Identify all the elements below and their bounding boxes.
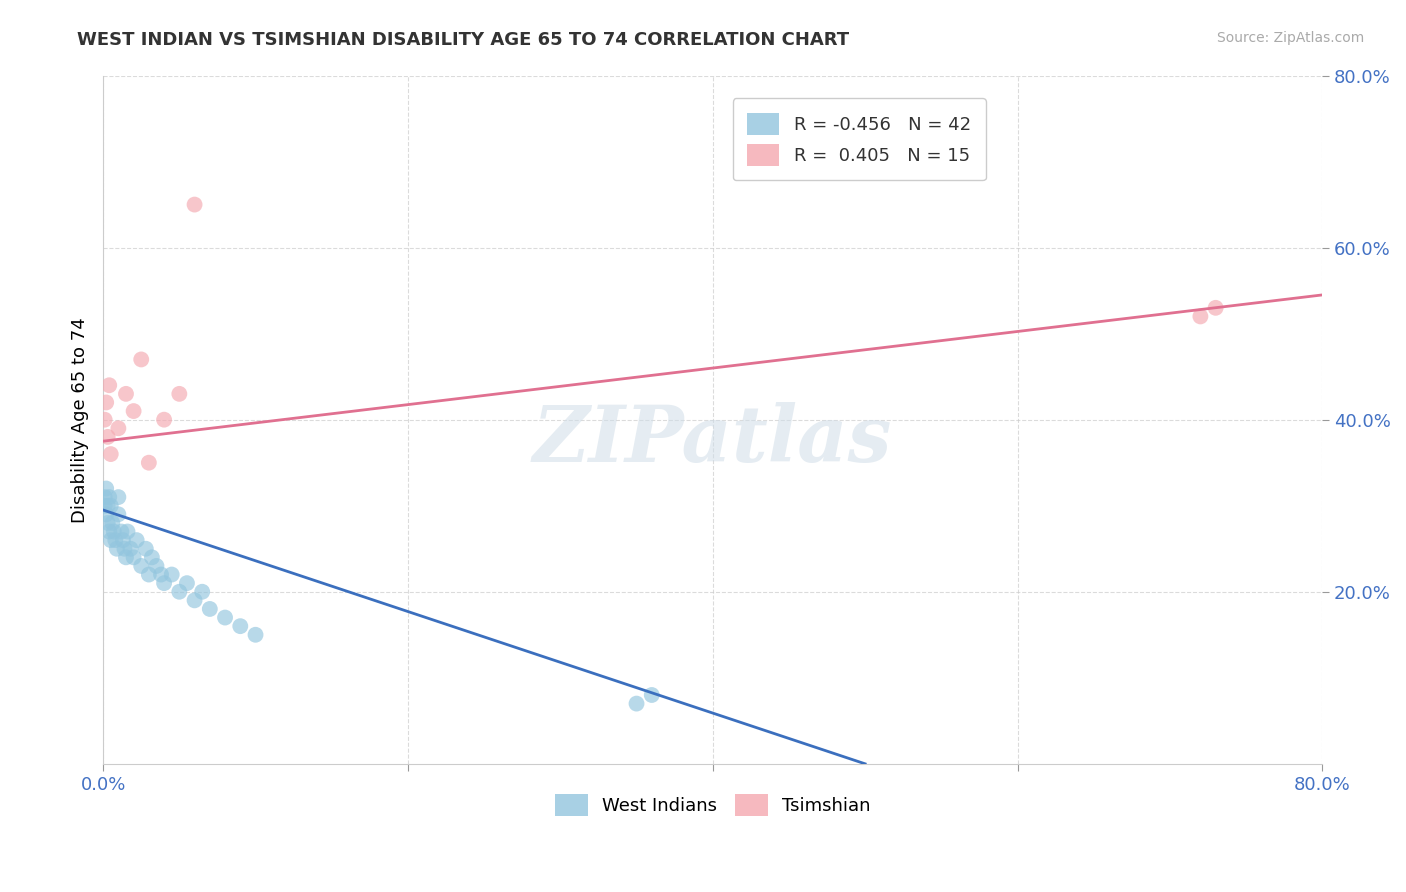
Point xyxy=(191,584,214,599)
Point xyxy=(153,576,176,591)
Point xyxy=(138,567,160,582)
Point xyxy=(93,499,115,513)
Y-axis label: Disability Age 65 to 74: Disability Age 65 to 74 xyxy=(72,317,89,523)
Point xyxy=(122,550,145,565)
Point xyxy=(105,541,128,556)
Point xyxy=(120,541,142,556)
Point xyxy=(97,516,120,530)
Legend: West Indians, Tsimshian: West Indians, Tsimshian xyxy=(548,787,877,823)
Point xyxy=(98,490,121,504)
Point xyxy=(641,688,664,702)
Point xyxy=(93,490,115,504)
Point xyxy=(176,576,198,591)
Point xyxy=(169,387,191,401)
Point xyxy=(100,533,122,548)
Point xyxy=(117,524,139,539)
Point xyxy=(129,352,152,367)
Point xyxy=(96,508,118,522)
Point xyxy=(93,412,115,426)
Point xyxy=(153,412,176,426)
Point xyxy=(98,524,121,539)
Point xyxy=(122,404,145,418)
Point xyxy=(169,584,191,599)
Point xyxy=(96,482,118,496)
Point xyxy=(183,593,205,607)
Point xyxy=(150,567,173,582)
Point xyxy=(229,619,252,633)
Point xyxy=(107,421,129,435)
Point xyxy=(138,456,160,470)
Point xyxy=(104,533,127,548)
Point xyxy=(214,610,236,624)
Point xyxy=(1189,310,1212,324)
Point xyxy=(141,550,163,565)
Point xyxy=(145,558,167,573)
Point xyxy=(183,197,205,211)
Point xyxy=(160,567,183,582)
Point xyxy=(245,628,267,642)
Point xyxy=(198,602,221,616)
Point xyxy=(110,524,132,539)
Point xyxy=(98,378,121,392)
Point xyxy=(97,499,120,513)
Point xyxy=(115,387,138,401)
Point xyxy=(115,550,138,565)
Point xyxy=(135,541,157,556)
Text: Source: ZipAtlas.com: Source: ZipAtlas.com xyxy=(1216,31,1364,45)
Point xyxy=(100,499,122,513)
Point xyxy=(114,541,136,556)
Point xyxy=(107,490,129,504)
Text: ZIPatlas: ZIPatlas xyxy=(533,402,893,479)
Point xyxy=(100,447,122,461)
Point xyxy=(129,558,152,573)
Text: WEST INDIAN VS TSIMSHIAN DISABILITY AGE 65 TO 74 CORRELATION CHART: WEST INDIAN VS TSIMSHIAN DISABILITY AGE … xyxy=(77,31,849,49)
Point xyxy=(1205,301,1227,315)
Point xyxy=(125,533,148,548)
Point xyxy=(97,430,120,444)
Point xyxy=(107,508,129,522)
Point xyxy=(626,697,648,711)
Point xyxy=(111,533,134,548)
Point xyxy=(101,516,124,530)
Point xyxy=(96,395,118,409)
Point xyxy=(103,524,125,539)
